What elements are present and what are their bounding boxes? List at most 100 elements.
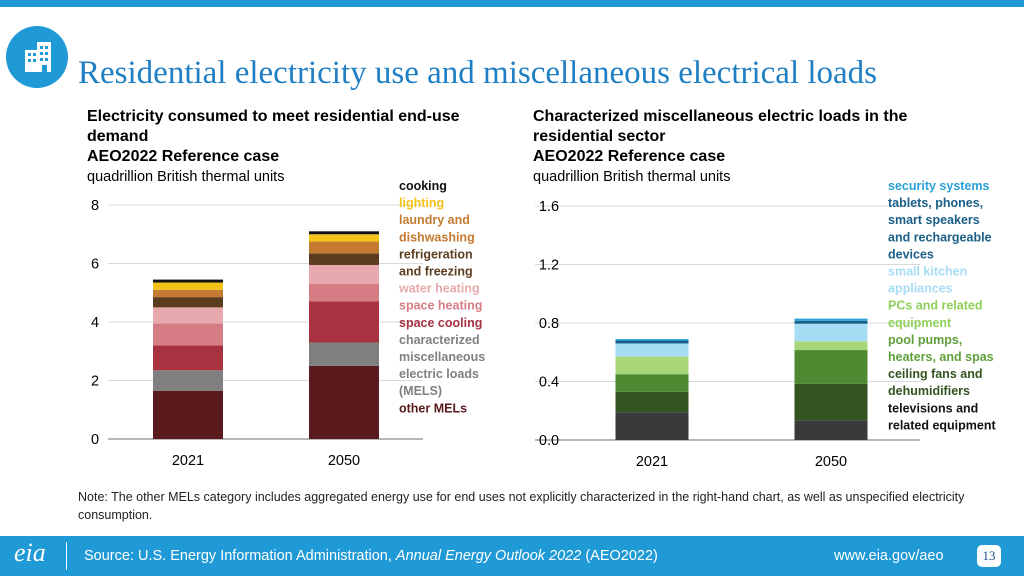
y-tick-label: 2 (91, 374, 99, 390)
legend-label: lighting (399, 196, 444, 210)
charts-canvas: 0 2 4 6 8 2021 2050 cooking lighting laundry and d… (91, 179, 997, 470)
footer-divider (66, 542, 67, 570)
source-citation: Source: U.S. Energy Information Administ… (84, 548, 658, 564)
legend-label: devices (888, 247, 934, 261)
bar-segment (615, 374, 689, 392)
legend-label: electric loads (399, 367, 479, 381)
bar-segment (309, 234, 379, 242)
legend-label: ceiling fans and (888, 367, 982, 381)
legend-label: characterized (399, 333, 480, 347)
eia-logo: eia (14, 538, 46, 567)
legend-label: heaters, and spas (888, 350, 994, 364)
legend-label: and freezing (399, 265, 473, 279)
x-category-label: 2050 (328, 453, 360, 469)
subtitle-line: demand (87, 128, 149, 145)
bar-segment (153, 289, 223, 298)
legend-label: space cooling (399, 316, 482, 330)
y-tick-label: 0.0 (539, 433, 559, 449)
bar-segment (615, 340, 689, 344)
legend-label: dehumidifiers (888, 384, 970, 398)
bar-segment (309, 365, 379, 439)
x-category-label: 2021 (172, 453, 204, 469)
footnote: Note: The other MELs category includes a… (78, 490, 965, 522)
legend-label: miscellaneous (399, 350, 485, 364)
bar-segment (615, 343, 689, 357)
legend-label: related equipment (888, 418, 996, 432)
bar-segment (794, 420, 868, 440)
bar-segment (153, 297, 223, 308)
legend-label: appliances (888, 282, 953, 296)
page-number: 13 (977, 545, 1001, 567)
x-category-label: 2050 (815, 454, 847, 470)
right-chart-subtitle: Characterized miscellaneous electric loa… (533, 107, 907, 167)
legend-label: smart speakers (888, 213, 980, 227)
y-tick-label: 0.4 (539, 375, 559, 391)
bar-segment (794, 341, 868, 351)
legend-label: cooking (399, 179, 447, 193)
legend-label: dishwashing (399, 230, 475, 244)
bar-segment (309, 301, 379, 343)
source-prefix: Source: U.S. Energy Information Administ… (84, 548, 396, 564)
subtitle-line: Electricity consumed to meet residential… (87, 108, 460, 125)
page-title: Residential electricity use and miscella… (78, 55, 878, 91)
legend-label: water heating (398, 282, 480, 296)
bar-segment (153, 307, 223, 324)
bar-segment (794, 320, 868, 324)
subtitle-line: AEO2022 Reference case (87, 148, 280, 165)
bar-segment (153, 345, 223, 371)
y-tick-label: 8 (91, 198, 99, 214)
bar-segment (153, 323, 223, 346)
bar-segment (309, 342, 379, 366)
bar-segment (309, 253, 379, 265)
bar-segment (615, 391, 689, 413)
building-logo (6, 26, 68, 88)
subtitle-line: residential sector (533, 128, 666, 145)
y-tick-label: 6 (91, 257, 99, 273)
bar-segment (309, 264, 379, 284)
bar-segment (309, 241, 379, 254)
legend-label: small kitchen (888, 265, 967, 279)
bar-segment (794, 383, 868, 421)
source-suffix: (AEO2022) (581, 548, 658, 564)
bar-segment (794, 323, 868, 342)
legend-label: pool pumps, (888, 333, 962, 347)
y-tick-label: 4 (91, 315, 99, 331)
legend-label: space heating (399, 299, 482, 313)
left-chart-subtitle: Electricity consumed to meet residential… (87, 107, 460, 167)
bar-segment (794, 350, 868, 384)
bar-segment (615, 339, 689, 341)
bar-segment (309, 283, 379, 302)
bar-segment (153, 282, 223, 290)
right-chart-units: quadrillion British thermal units (533, 169, 731, 185)
y-tick-label: 1.2 (539, 258, 559, 274)
bar-segment (153, 390, 223, 439)
bar-segment (309, 231, 379, 235)
y-tick-label: 0.8 (539, 316, 559, 332)
bar-segment (615, 356, 689, 375)
legend-label: (MELS) (399, 384, 442, 398)
x-category-label: 2021 (636, 454, 668, 470)
subtitle-line: AEO2022 Reference case (533, 148, 726, 165)
bar-segment (153, 279, 223, 283)
legend-label: and rechargeable (888, 230, 992, 244)
legend-label: PCs and related (888, 299, 982, 313)
bar-segment (794, 318, 868, 321)
legend-label: tablets, phones, (888, 196, 983, 210)
top-accent-bar (0, 0, 1024, 7)
legend-label: other MELs (399, 401, 467, 415)
y-tick-label: 0 (91, 432, 99, 448)
legend-label: refrigeration (399, 247, 473, 261)
legend-label: security systems (888, 179, 990, 193)
legend-label: laundry and (399, 213, 470, 227)
source-publication: Annual Energy Outlook 2022 (395, 548, 582, 564)
legend-label: televisions and (888, 401, 978, 415)
footer-bar: eia Source: U.S. Energy Information Admi… (0, 536, 1024, 576)
building-icon (25, 42, 51, 72)
legend-label: equipment (888, 316, 952, 330)
bar-segment (615, 412, 689, 440)
bar-segment (153, 370, 223, 391)
subtitle-line: Characterized miscellaneous electric loa… (533, 108, 908, 125)
eia-url-link[interactable]: www.eia.gov/aeo (834, 548, 944, 564)
y-tick-label: 1.6 (539, 199, 559, 215)
left-chart-units: quadrillion British thermal units (87, 169, 285, 185)
